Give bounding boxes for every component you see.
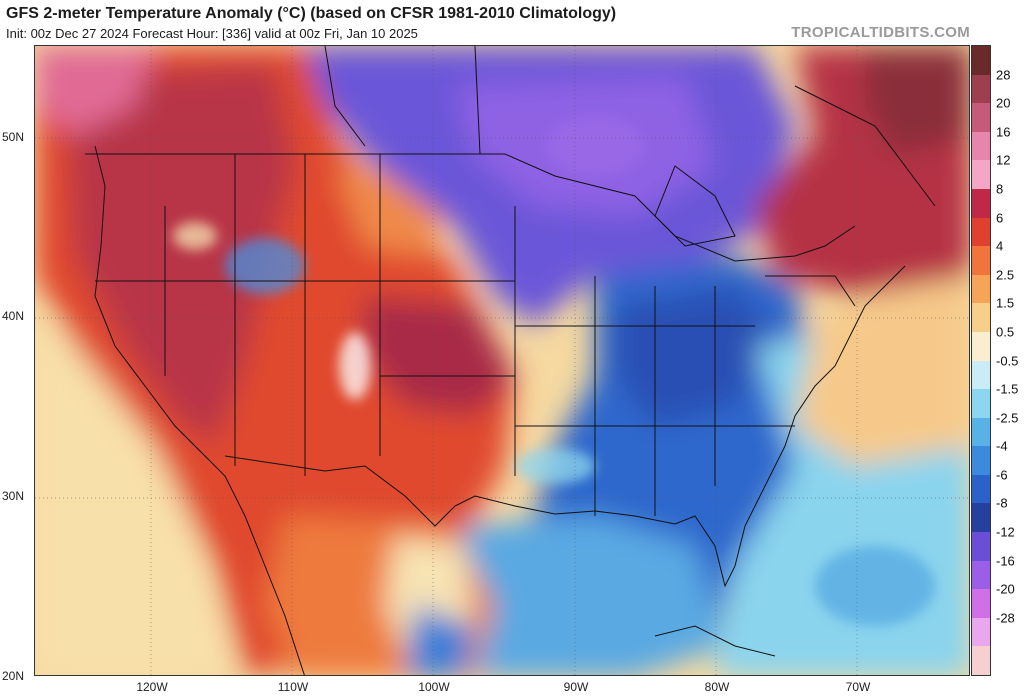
detail-shading	[173, 116, 935, 626]
state-line-13	[765, 275, 856, 307]
colorbar-label: -8	[996, 495, 1008, 511]
gulf-cool-anomaly	[435, 516, 725, 675]
lon-label-80w: 80W	[704, 680, 730, 694]
colorbar-swatch	[972, 103, 990, 133]
colorbar-swatch	[972, 274, 990, 304]
lon-label-100w: 100W	[418, 680, 450, 694]
colorbar-swatch	[972, 74, 990, 104]
colorbar-label: 28	[996, 67, 1011, 83]
colorbar-label: 6	[996, 210, 1004, 226]
colorbar-swatch	[972, 617, 990, 647]
mexico-border	[224, 455, 476, 527]
lon-label-90w: 90W	[563, 680, 589, 694]
idaho-cold-spot	[225, 238, 305, 294]
colorbar-label: 8	[996, 181, 1004, 197]
pacific-northwest-pink	[35, 46, 155, 136]
plains-deep-warm	[365, 296, 515, 416]
colorbar-swatch	[972, 417, 990, 447]
colorbar-label: 4	[996, 238, 1004, 254]
lat-label-50n: 50N	[2, 130, 25, 144]
lon-label-120w: 120W	[136, 680, 168, 694]
anomaly-shading	[35, 46, 969, 675]
colorbar-label: -16	[996, 553, 1015, 569]
colorbar-label: -0.5	[996, 353, 1019, 368]
colorbar-label: -2.5	[996, 410, 1019, 426]
map-graphic	[35, 46, 969, 675]
colorbar-swatch	[972, 503, 990, 533]
quebec-coast	[794, 85, 936, 207]
colorbar-swatch	[972, 303, 990, 333]
lon-label-70w: 70W	[845, 680, 871, 694]
lon-label-110w: 110W	[277, 680, 309, 694]
lat-label-20n: 20N	[2, 669, 25, 683]
southern-mexico-cold	[405, 606, 475, 675]
colorbar-swatch	[972, 131, 990, 161]
colorbar-label: 16	[996, 124, 1011, 140]
west-coast-deep-warm	[65, 66, 295, 446]
great-lakes	[654, 165, 736, 247]
anomaly-map	[34, 45, 970, 676]
colorbar-label: -12	[996, 524, 1015, 540]
colorbar-label: 1.5	[996, 295, 1015, 311]
province-line-central	[474, 46, 481, 155]
texas-cool-spot	[515, 448, 595, 484]
colorbar-swatch	[972, 360, 990, 390]
cuba-outline	[654, 625, 776, 657]
colorbar-swatch	[972, 160, 990, 190]
lat-label-30n: 30N	[2, 489, 25, 503]
ontario-violet-spot	[545, 116, 645, 176]
colorbar-swatch	[972, 646, 990, 676]
colorbar-label: -6	[996, 467, 1008, 483]
colorbar-swatch	[972, 331, 990, 361]
colorbar-swatch	[972, 389, 990, 419]
graticule	[35, 46, 969, 675]
pacific-coastline	[94, 145, 305, 675]
boundaries	[85, 46, 936, 675]
colorbar-label: -20	[996, 581, 1015, 597]
colorbar-label: 2.5	[996, 267, 1015, 283]
colorbar-swatch	[972, 589, 990, 619]
colorbar-label: -4	[996, 438, 1008, 454]
colorado-pale-streak	[339, 332, 371, 400]
watermark-tropicaltidbits: TROPICALTIDBITS.COM	[791, 24, 970, 41]
forecast-info: Init: 00z Dec 27 2024 Forecast Hour: [33…	[6, 26, 418, 41]
province-line-west	[324, 46, 366, 147]
labrador-deep-warm	[865, 46, 969, 156]
map-title: GFS 2-meter Temperature Anomaly (°C) (ba…	[6, 5, 617, 22]
colorbar-label: -28	[996, 610, 1015, 626]
colorbar	[971, 45, 991, 676]
atlantic-warm-anomaly	[795, 247, 969, 466]
gulf-atlantic-coastline	[474, 265, 906, 588]
colorbar-swatch	[972, 474, 990, 504]
colorbar-swatch	[972, 560, 990, 590]
atlantic-blue-spot	[815, 546, 935, 626]
colorbar-label: 12	[996, 152, 1011, 168]
pacific-pale-anomaly	[35, 306, 235, 675]
lat-label-40n: 40N	[2, 309, 25, 323]
colorbar-label: 20	[996, 95, 1011, 111]
colorbar-swatch	[972, 446, 990, 476]
colorbar-label: 0.5	[996, 324, 1015, 340]
colorbar-swatch	[972, 188, 990, 219]
oregon-pale-spot	[173, 222, 217, 250]
colorbar-swatch	[972, 46, 990, 76]
colorbar-label: -1.5	[996, 381, 1019, 397]
colorbar-swatch	[972, 532, 990, 562]
colorbar-swatch	[972, 217, 990, 247]
colorbar-swatch	[972, 246, 990, 276]
